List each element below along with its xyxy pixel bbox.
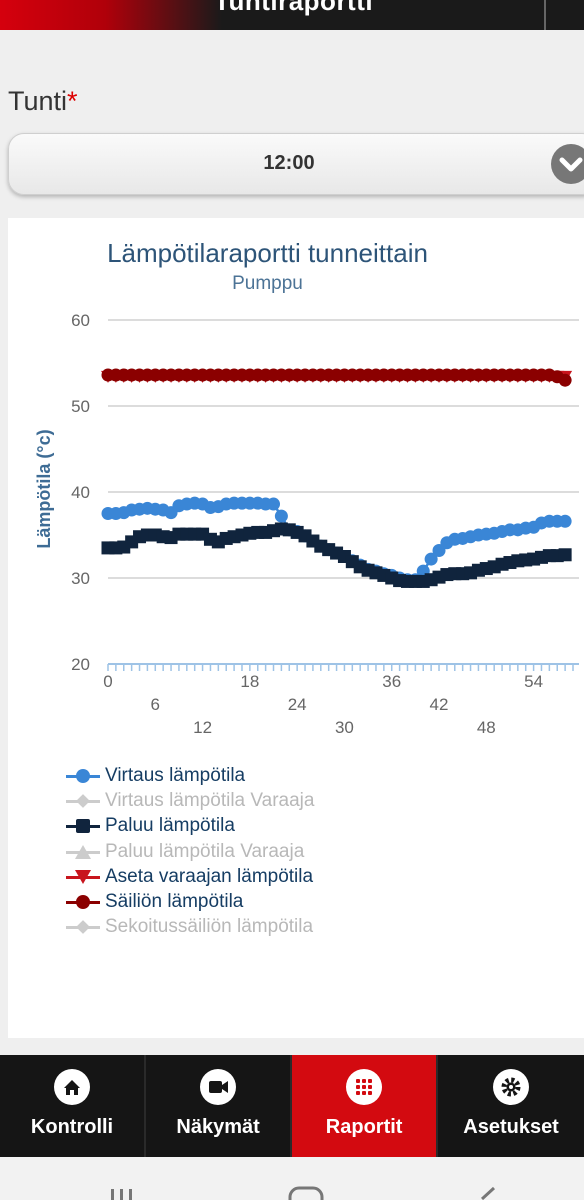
legend-label: Sekoitussäiliön lämpötila — [105, 916, 314, 938]
header-menu-button[interactable] — [544, 0, 584, 30]
legend-symbol — [66, 816, 100, 836]
recents-icon — [111, 1189, 132, 1200]
legend-item[interactable]: Aseta varaajan lämpötila — [66, 864, 314, 889]
legend-label: Aseta varaajan lämpötila — [105, 865, 314, 887]
x-tick-label: 18 — [240, 672, 259, 691]
x-tick-label: 54 — [524, 672, 543, 691]
hour-field-label: Tunti* — [8, 86, 78, 117]
legend-item[interactable]: Virtaus lämpötila — [66, 763, 314, 788]
required-mark: * — [67, 86, 78, 116]
page-title: Tuntiraportti — [214, 0, 374, 16]
chart-card — [8, 218, 584, 1038]
chart-series — [101, 368, 573, 588]
legend-symbol — [66, 867, 100, 887]
data-point — [558, 373, 572, 387]
legend-item[interactable]: Paluu lämpötila — [66, 814, 314, 839]
chart-legend: Virtaus lämpötila Virtaus lämpötila Varaa… — [66, 763, 314, 940]
legend-symbol — [66, 766, 100, 786]
x-tick-label: 30 — [335, 718, 354, 737]
chart-subtitle: Pumppu — [232, 273, 303, 294]
camera-icon — [200, 1069, 237, 1105]
legend-item[interactable]: Paluu lämpötila Varaaja — [66, 839, 314, 864]
legend-label: Virtaus lämpötila Varaaja — [105, 789, 315, 811]
legend-symbol — [66, 917, 100, 937]
y-tick-label: 20 — [71, 655, 90, 674]
data-point — [267, 497, 281, 511]
app-header: Tuntiraportti — [0, 0, 584, 30]
x-tick-label: 12 — [193, 718, 212, 737]
back-icon — [480, 1186, 496, 1200]
y-tick-label: 30 — [71, 569, 90, 588]
x-tick-label: 36 — [382, 672, 401, 691]
series-2 — [101, 522, 572, 588]
series-5 — [101, 368, 572, 387]
y-tick-label: 40 — [71, 483, 90, 502]
nav-label: Näkymät — [176, 1116, 260, 1138]
home-icon — [54, 1069, 91, 1105]
chevron-down-icon[interactable] — [551, 144, 584, 184]
nav-label: Kontrolli — [30, 1116, 114, 1138]
legend-label: Säiliön lämpötila — [105, 891, 244, 913]
gear-icon — [493, 1069, 530, 1105]
hour-select-value: 12:00 — [263, 152, 315, 174]
legend-label: Paluu lämpötila — [105, 815, 235, 837]
x-tick-label: 24 — [288, 695, 307, 714]
home-button-icon — [288, 1186, 324, 1200]
nav-label: Asetukset — [463, 1116, 559, 1138]
nav-asetukset[interactable]: Asetukset — [438, 1055, 584, 1157]
legend-label: Paluu lämpötila Varaaja — [105, 840, 305, 862]
data-point — [558, 548, 572, 562]
hour-select[interactable]: 12:00 — [8, 133, 584, 195]
nav-label: Raportit — [325, 1116, 403, 1138]
y-tick-label: 60 — [71, 311, 90, 330]
x-tick-label: 6 — [151, 695, 160, 714]
legend-item[interactable]: Säiliön lämpötila — [66, 889, 314, 914]
x-tick-label: 42 — [430, 695, 449, 714]
nav-raportit[interactable]: Raportit — [292, 1055, 439, 1157]
legend-symbol — [66, 892, 100, 912]
nav-kontrolli[interactable]: Kontrolli — [0, 1055, 147, 1157]
legend-symbol — [66, 842, 100, 862]
x-tick-label: 48 — [477, 718, 496, 737]
legend-symbol — [66, 791, 100, 811]
legend-label: Virtaus lämpötila — [105, 764, 246, 786]
bottom-navigation: Kontrolli Näkymät Raportit Asetukset — [0, 1055, 584, 1157]
data-point — [424, 552, 438, 566]
chart-title: Lämpötilaraportti tunneittain — [107, 238, 428, 268]
system-navigation-bar — [0, 1157, 584, 1200]
legend-item[interactable]: Sekoitussäiliön lämpötila — [66, 915, 314, 940]
data-point — [558, 514, 572, 528]
y-tick-label: 50 — [71, 397, 90, 416]
legend-item[interactable]: Virtaus lämpötila Varaaja — [66, 788, 314, 813]
temperature-chart[interactable]: 20 30 40 50 60 0 6 12 18 24 30 36 42 48 54 Lämpötila … — [0, 300, 584, 745]
x-axis-ticks: 0 6 12 18 24 30 36 42 48 54 — [103, 672, 543, 737]
x-tick-label: 0 — [103, 672, 112, 691]
data-point — [274, 509, 288, 523]
y-axis-ticks: 20 30 40 50 60 — [71, 311, 90, 674]
hour-label-text: Tunti — [8, 86, 68, 116]
chart-grid — [107, 319, 579, 671]
nav-nakymat[interactable]: Näkymät — [146, 1055, 293, 1157]
grid-icon — [346, 1069, 383, 1105]
y-axis-label: Lämpötila (°c) — [34, 429, 54, 548]
